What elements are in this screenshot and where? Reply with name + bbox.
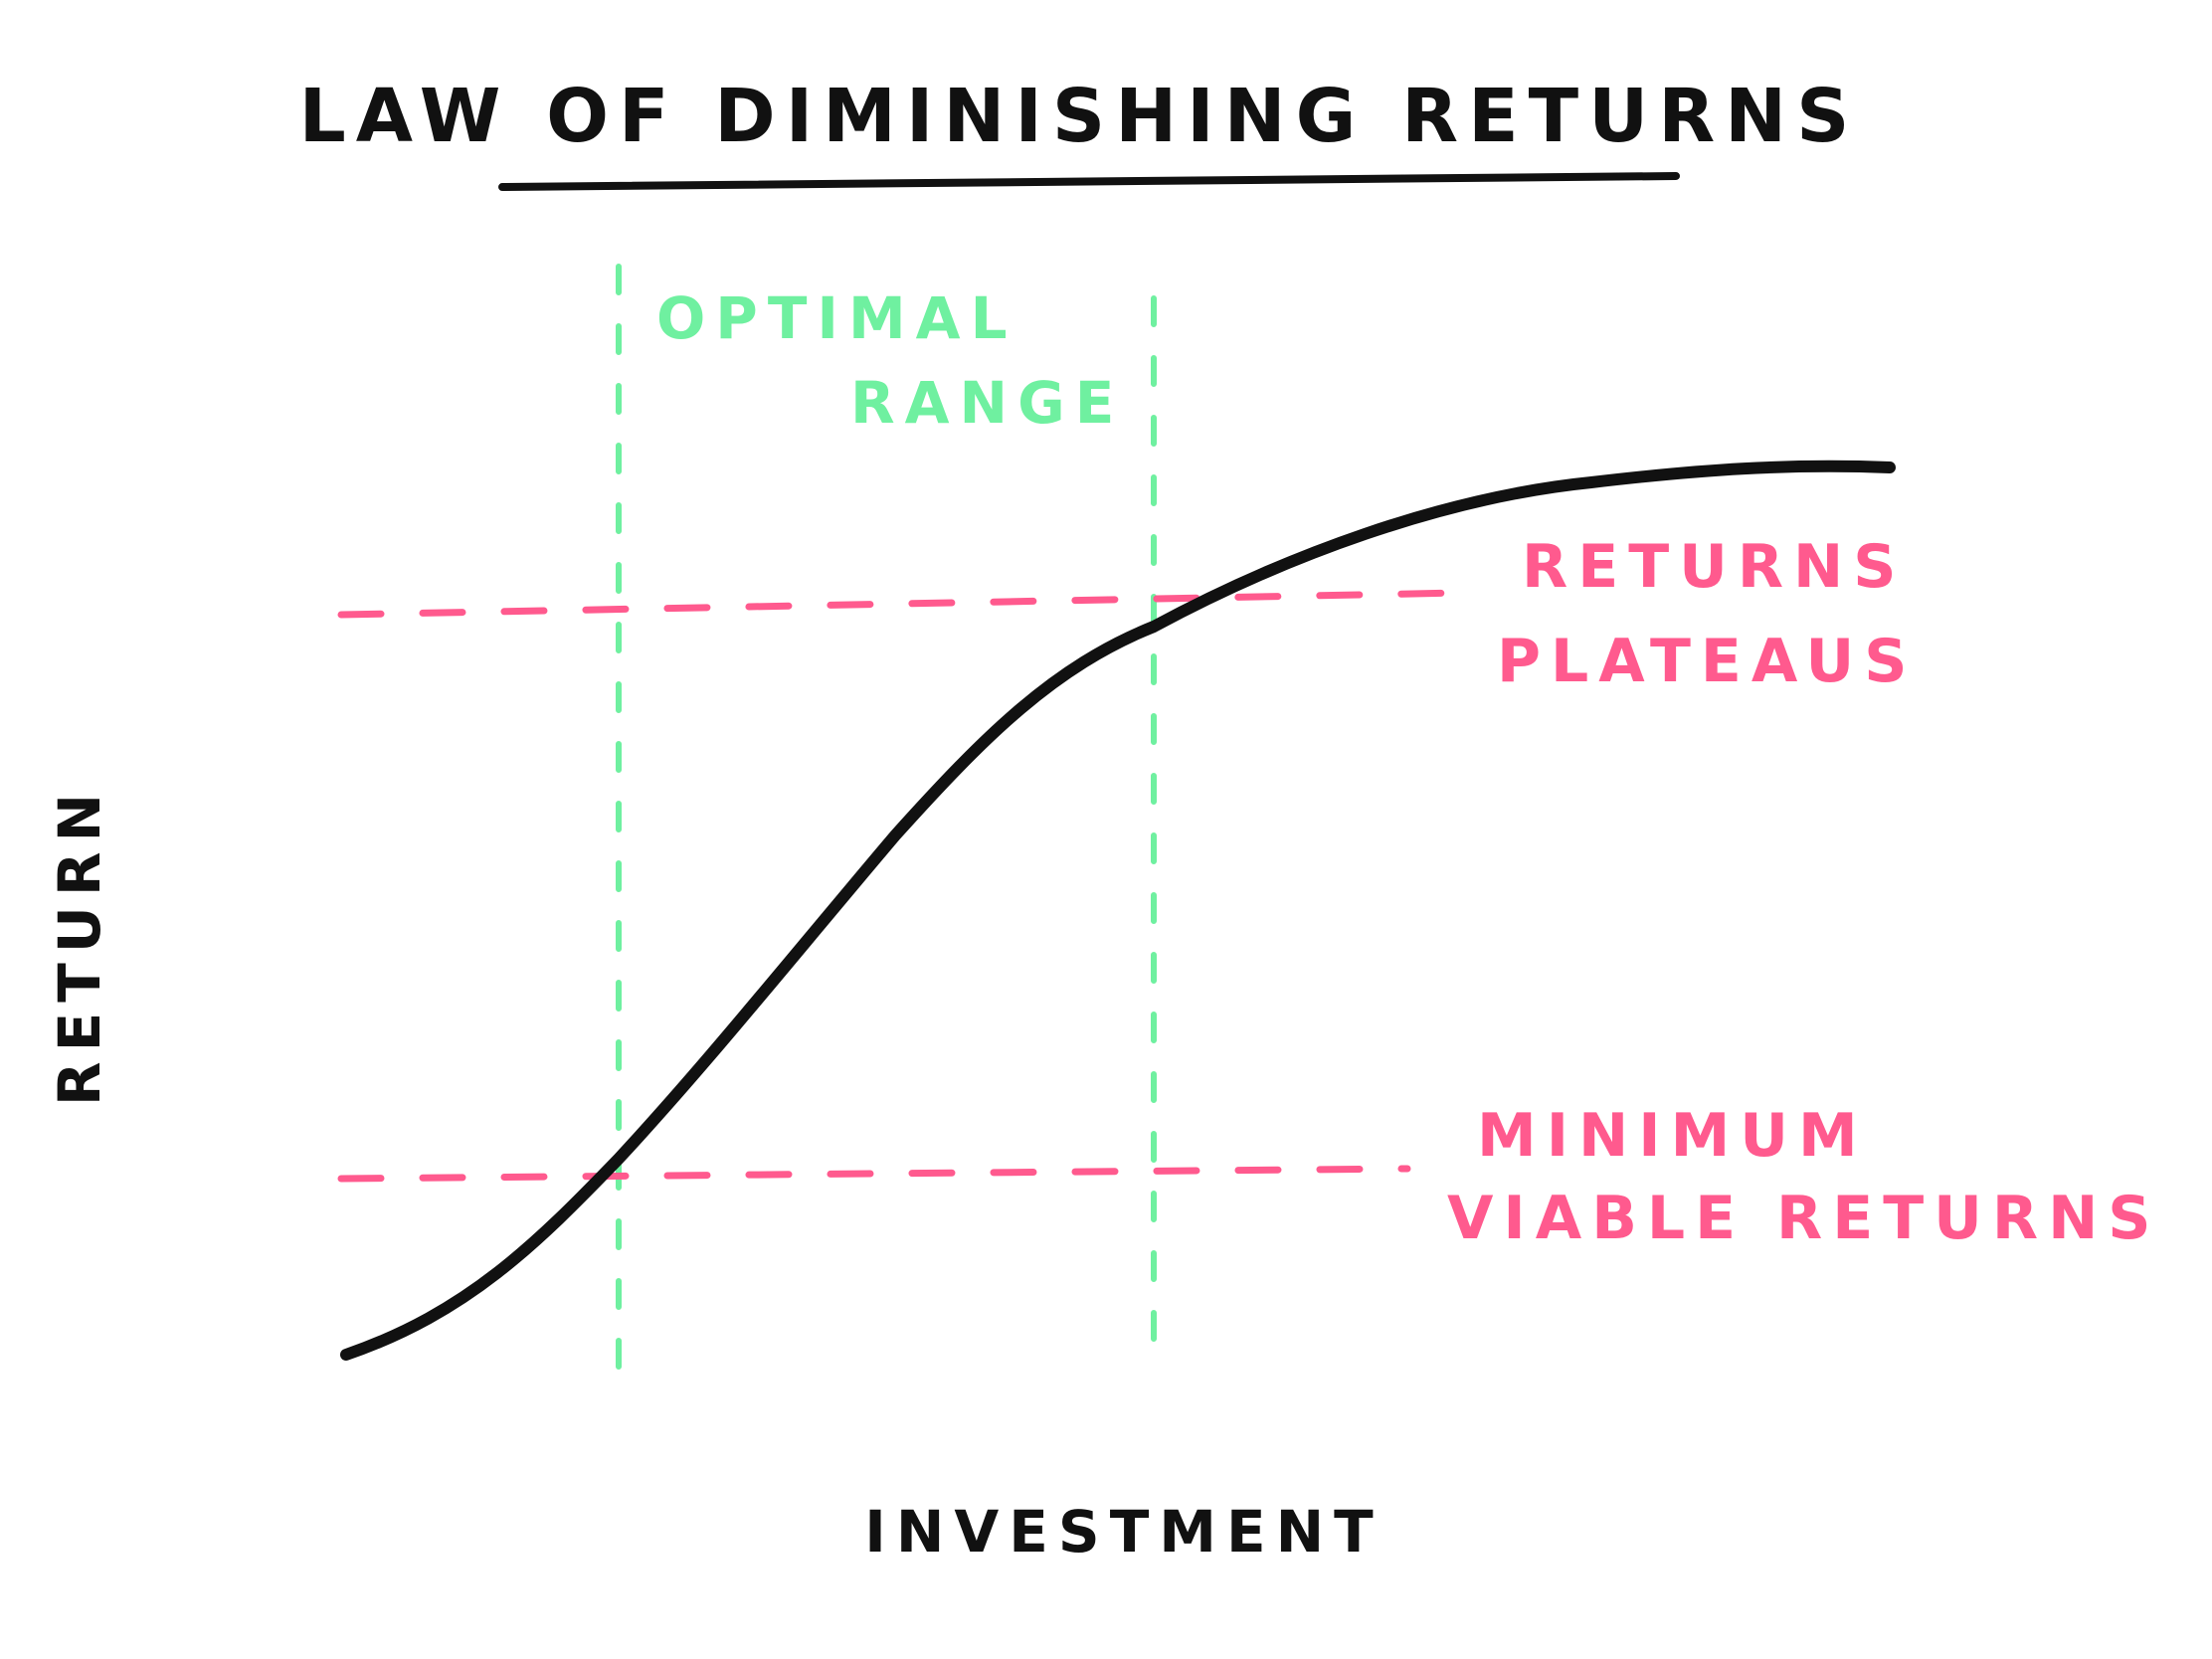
returns-plateau-label-line2: PLATEAUS <box>1497 627 1917 696</box>
optimal-range-label-line1: OPTIMAL <box>656 284 1017 352</box>
plateau-threshold-line <box>337 589 1466 619</box>
returns-curve <box>340 460 1896 1361</box>
optimal-range-label-line2: RANGE <box>850 369 1124 437</box>
y-axis-label: RETURN <box>46 784 113 1106</box>
minimum-viable-label-line2: VIABLE RETURNS <box>1447 1184 2161 1253</box>
minimum-viable-label-line1: MINIMUM <box>1477 1101 1868 1171</box>
x-axis-label: INVESTMENT <box>864 1498 1382 1566</box>
diagram-title: LAW OF DIMINISHING RETURNS <box>299 74 1860 159</box>
minimum-threshold-line <box>337 1165 1411 1183</box>
returns-plateau-label-line1: RETURNS <box>1522 532 1906 602</box>
title-underline <box>498 172 1680 191</box>
